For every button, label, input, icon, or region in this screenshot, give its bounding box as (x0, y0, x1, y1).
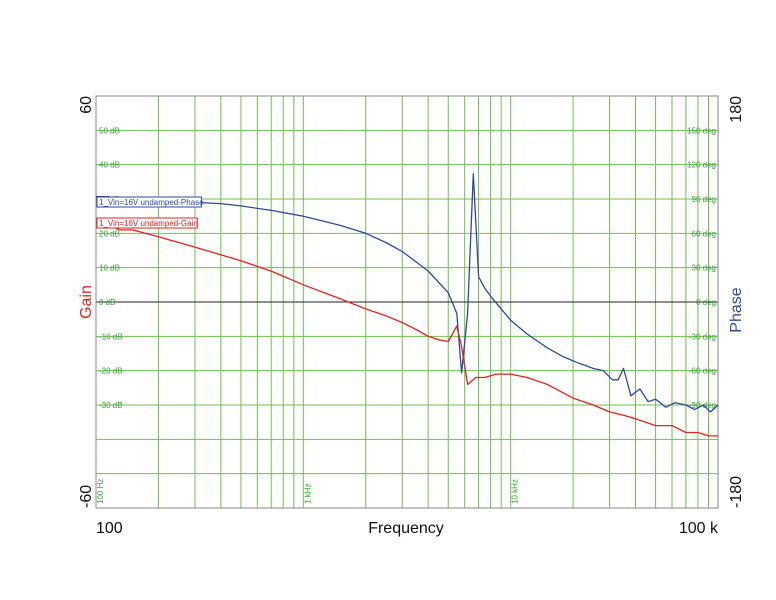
gain-tick-label: 0 dB (99, 298, 115, 307)
phase-tick-label: -60 deg (689, 367, 716, 376)
phase-tick-label: 150 deg (687, 126, 716, 135)
frequency-tick-label: 1 kHz (303, 484, 312, 504)
phase-max-label: 180 (728, 96, 745, 123)
gain-series-line (95, 222, 718, 437)
gain-axis-title: Gain (78, 285, 95, 319)
phase-axis-title: Phase (728, 287, 745, 332)
series-group (95, 173, 719, 437)
gain-tick-label: 50 dB (99, 126, 120, 135)
gain-tick-label: -10 dB (99, 332, 123, 341)
phase-min-label: -180 (728, 476, 745, 508)
phase-tick-label: 60 deg (692, 229, 716, 238)
phase-tick-label: 0 deg (696, 298, 716, 307)
x-min-label: 100 (96, 520, 123, 537)
phase-tick-label: 30 deg (692, 264, 716, 273)
x-max-label: 100 k (679, 520, 719, 537)
legend-entry-label: 1_Vin=16V undamped-Gain (99, 219, 198, 228)
plot-frame (95, 95, 719, 509)
phase-tick-label: -30 deg (689, 332, 716, 341)
phase-tick-label: 120 deg (687, 161, 716, 170)
x-axis-title: Frequency (368, 520, 444, 537)
gain-tick-label: -30 dB (99, 401, 123, 410)
gain-tick-label: -20 dB (99, 367, 123, 376)
legend: 1_Vin=16V undamped-Phase 1_Vin=16V undamp… (96, 196, 204, 229)
gain-tick-label: 40 dB (99, 161, 120, 170)
gain-tick-label: 20 dB (99, 229, 120, 238)
gain-tick-label: 10 dB (99, 264, 120, 273)
plot-grid (95, 95, 719, 509)
legend-entry-box (96, 217, 198, 229)
outer-axis-labels: 100 100 k Frequency 60 -60 Gain 180 -180 Phase (78, 96, 745, 537)
phase-tick-label: 90 deg (692, 195, 716, 204)
gain-max-label: 60 (78, 96, 95, 114)
legend-entry-box (96, 196, 202, 208)
phase-series-line (96, 173, 719, 413)
frequency-tick-label: 100 Hz (96, 479, 105, 504)
legend-entry-label: 1_Vin=16V undamped-Phase (99, 198, 204, 207)
gain-min-label: -60 (78, 485, 95, 508)
frequency-tick-label: 10 kHz (511, 479, 520, 504)
